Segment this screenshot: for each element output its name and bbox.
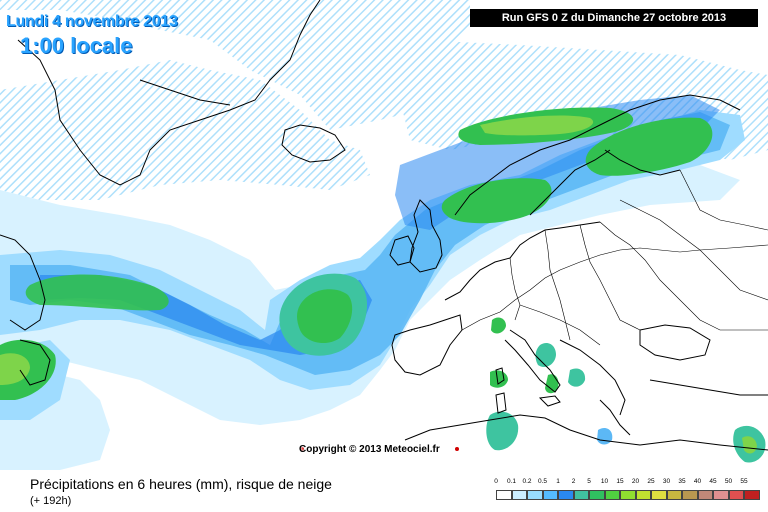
green-precip-atlantic-west <box>25 274 169 311</box>
legend-swatch <box>635 490 651 500</box>
legend-swatch <box>589 490 605 500</box>
sardinia-coast <box>495 392 507 414</box>
sicily-coast <box>538 395 561 407</box>
legend-swatch <box>542 490 558 500</box>
legend-swatch <box>666 490 682 500</box>
ireland-coast <box>389 235 415 266</box>
country-borders <box>461 169 768 346</box>
europe-atlantic-coast <box>444 221 601 301</box>
legend-label: 0.1 <box>506 478 517 485</box>
forecast-local-time: 1:00 locale <box>20 33 133 58</box>
legend-swatch <box>558 490 574 500</box>
legend-swatch <box>527 490 543 500</box>
legend-label: 0 <box>494 478 498 485</box>
sweden-coast <box>529 149 611 216</box>
legend-label: 15 <box>616 478 624 485</box>
black-sea-coast <box>639 324 711 361</box>
precip-spot-sardinia <box>486 411 519 451</box>
coastlines <box>0 0 768 451</box>
labrador-coast <box>0 234 46 331</box>
green-precip-finland <box>585 117 713 176</box>
legend-label: 25 <box>647 478 655 485</box>
precipitation-map <box>0 0 768 470</box>
legend-swatch <box>682 490 698 500</box>
legend-label: 50 <box>724 478 733 485</box>
legend-label: 55 <box>740 478 748 485</box>
legend-label: 20 <box>631 478 640 485</box>
precip-spot-greece <box>597 428 613 445</box>
corsica-coast <box>495 367 505 385</box>
copyright-dot-icon <box>300 447 304 451</box>
legend-label: 0.2 <box>522 478 532 485</box>
legend-label: 1 <box>556 478 560 485</box>
legend-title: Précipitations en 6 heures (mm), risque … <box>30 476 332 492</box>
copyright-dot-icon <box>455 447 459 451</box>
legend-label: 10 <box>600 478 609 485</box>
model-run-label: Run GFS 0 Z du Dimanche 27 octobre 2013 <box>470 9 758 27</box>
forecast-date: Lundi 4 novembre 2013 <box>6 13 178 30</box>
greece-coast <box>599 399 631 436</box>
forecast-offset: (+ 192h) <box>30 495 72 507</box>
green-precip-atlantic-center-core <box>297 289 353 344</box>
precipitation-areas <box>0 0 768 470</box>
legend-swatch <box>511 490 527 500</box>
legend-swatch <box>651 490 667 500</box>
legend-label: 40 <box>693 478 702 485</box>
newfoundland-coast <box>19 339 51 386</box>
turkey-coast <box>649 379 768 396</box>
legend-swatch <box>744 490 760 500</box>
copyright-notice: Copyright © 2013 Meteociel.fr <box>299 444 440 455</box>
great-britain-coast <box>409 199 443 273</box>
legend-label: 2 <box>571 478 576 485</box>
balkans-coast <box>559 339 626 416</box>
north-africa-coast <box>404 414 768 451</box>
footer: Précipitations en 6 heures (mm), risque … <box>0 470 768 512</box>
greenland-east-coast <box>139 79 231 106</box>
color-legend: 0 0.1 0.2 0.5 1 2 5 10 15 20 25 30 35 40 45 50 55 <box>492 478 760 508</box>
legend-swatch <box>573 490 589 500</box>
green-precip-south-core <box>0 353 30 385</box>
precip-spot-east-med-core <box>742 436 757 454</box>
norway-coast <box>454 94 741 216</box>
green-precip-north-core <box>480 115 594 136</box>
legend-swatch <box>728 490 744 500</box>
legend-swatch <box>604 490 620 500</box>
legend-label: 45 <box>709 478 717 485</box>
green-precip-north-sea <box>441 178 552 224</box>
legend-swatch <box>496 490 512 500</box>
legend-label: 0.5 <box>537 478 548 485</box>
precip-spot-sicily <box>545 374 559 394</box>
legend-swatch <box>697 490 713 500</box>
legend-label: 5 <box>587 478 591 485</box>
iberia-coast <box>391 314 463 376</box>
iceland-coast <box>281 124 346 163</box>
legend-label: 35 <box>678 478 686 485</box>
legend-label: 30 <box>662 478 671 485</box>
finland-coast <box>604 149 681 176</box>
precip-spot-italy-north <box>491 317 506 334</box>
precip-spot-balkans <box>568 368 586 387</box>
greenland-coast <box>17 0 321 186</box>
snow-risk-area-north <box>0 0 470 130</box>
legend-swatch <box>713 490 729 500</box>
italy-coast <box>504 329 561 393</box>
legend-swatch <box>620 490 636 500</box>
